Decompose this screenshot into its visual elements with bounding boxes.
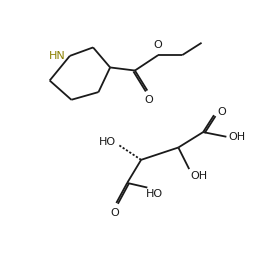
Text: O: O [154,40,163,50]
Text: HO: HO [99,137,116,147]
Text: O: O [145,95,153,105]
Text: HN: HN [49,51,65,61]
Text: HO: HO [146,189,163,199]
Text: OH: OH [228,132,245,142]
Text: O: O [217,107,226,117]
Text: O: O [110,208,119,218]
Text: OH: OH [191,171,208,181]
